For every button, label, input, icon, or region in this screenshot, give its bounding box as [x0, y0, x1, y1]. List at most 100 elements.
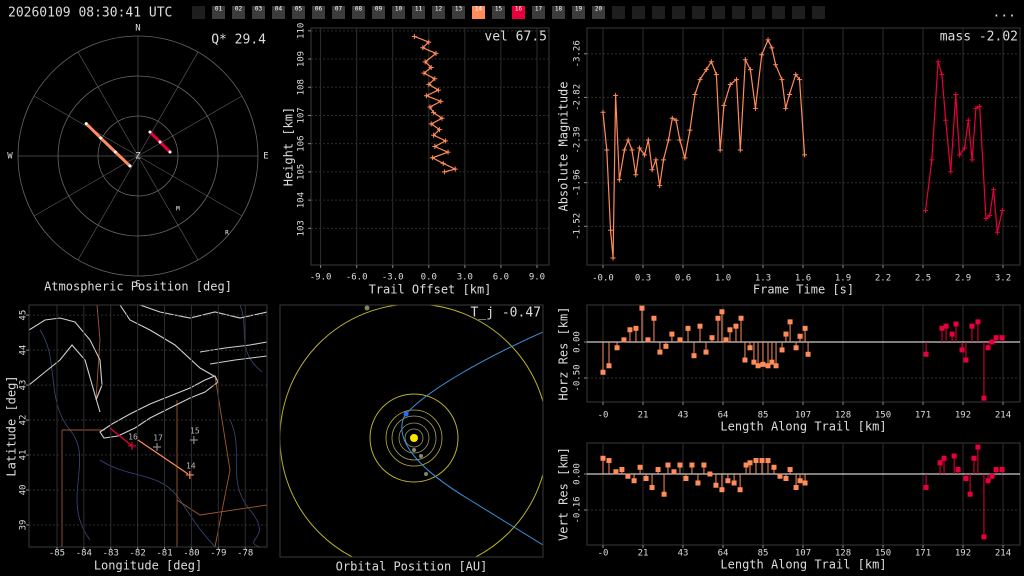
station-tab[interactable]: [312, 6, 325, 19]
menu-button[interactable]: ...: [993, 6, 1016, 21]
station-tab[interactable]: [532, 6, 545, 19]
x-tick-label: -78: [237, 549, 253, 559]
station-tab[interactable]: [332, 6, 345, 19]
stem-point: [753, 458, 759, 464]
station-tab[interactable]: [212, 6, 225, 19]
point-marker: [692, 91, 698, 97]
point-marker: [421, 70, 427, 76]
point-marker: [727, 82, 733, 88]
stem-point: [663, 343, 669, 349]
mars-orbit: [385, 409, 443, 467]
point-marker: [673, 117, 679, 123]
station-slot: [752, 6, 765, 19]
planet: [364, 305, 370, 311]
trail-point: [128, 164, 132, 168]
station-slot: [772, 6, 785, 19]
station-tab[interactable]: [352, 6, 365, 19]
direction-label: N: [135, 24, 140, 34]
y-tick-label: -2.82: [573, 84, 583, 111]
stem-point: [765, 458, 771, 464]
y-tick-label: 109: [297, 51, 307, 67]
station-tab[interactable]: [432, 6, 445, 19]
point-marker: [948, 169, 954, 175]
y-tick-label: 104: [297, 192, 307, 208]
contour: [229, 419, 261, 547]
point-marker: [965, 117, 971, 123]
point-marker: [987, 212, 993, 218]
y-tick-label: -0.16: [573, 496, 583, 523]
stem-point: [793, 345, 799, 351]
stem-point: [760, 361, 766, 367]
station-tab[interactable]: [572, 6, 585, 19]
stem-point: [783, 475, 789, 481]
point-marker: [439, 115, 445, 121]
point-marker: [431, 132, 437, 138]
point-marker: [713, 72, 719, 78]
station-tab[interactable]: [412, 6, 425, 19]
point-marker: [994, 229, 1000, 235]
point-marker: [429, 155, 435, 161]
station-label: 09: [375, 6, 383, 13]
station-tab[interactable]: [552, 6, 565, 19]
point-marker: [737, 147, 743, 153]
stem-point: [793, 484, 799, 490]
stem-point: [707, 471, 713, 477]
y-tick-label: 41: [19, 450, 29, 461]
border: [176, 499, 267, 516]
station-tab[interactable]: [232, 6, 245, 19]
point-marker: [969, 157, 975, 163]
ground-track: [109, 427, 133, 447]
station-tab[interactable]: [512, 6, 525, 19]
border: [95, 305, 101, 401]
stem-point: [657, 349, 663, 355]
station-marker: [189, 435, 198, 444]
station-tab[interactable]: [252, 6, 265, 19]
station-label: 15: [190, 426, 200, 435]
station-slot: [672, 6, 685, 19]
ground-track: [137, 439, 189, 475]
x-tick-label: 64: [718, 549, 729, 559]
y-tick-label: 44: [19, 345, 29, 356]
stem-point: [971, 455, 977, 461]
stem-point: [975, 319, 981, 325]
point-marker: [929, 157, 935, 163]
station-tab[interactable]: [272, 6, 285, 19]
stem-point: [797, 478, 803, 484]
station-label: 04: [275, 6, 283, 13]
point-marker: [765, 37, 771, 43]
y-axis-label: Absolute Magnitude: [557, 81, 571, 211]
station-slot: [612, 6, 625, 19]
y-tick-label: -0.50: [573, 364, 583, 391]
stem-point: [959, 347, 965, 353]
point-marker: [649, 167, 655, 173]
stem-point: [747, 460, 753, 466]
station-tab[interactable]: [452, 6, 465, 19]
station-tab[interactable]: [592, 6, 605, 19]
station-tab[interactable]: [492, 6, 505, 19]
station-tab[interactable]: [292, 6, 305, 19]
x-tick-label: 150: [875, 411, 891, 421]
y-tick-label: 42: [19, 415, 29, 426]
station-tab[interactable]: [472, 6, 485, 19]
trail-point: [113, 150, 117, 154]
stem-point: [742, 357, 748, 363]
stem-point: [941, 455, 947, 461]
point-marker: [717, 147, 723, 153]
stem-point: [703, 349, 709, 355]
thumb: [29, 344, 101, 413]
x-tick-label: 1.9: [835, 274, 851, 284]
station-tab[interactable]: [392, 6, 405, 19]
stem-point: [691, 353, 697, 359]
stem-point: [709, 335, 715, 341]
stem-point: [802, 325, 808, 331]
station-label: 16: [128, 432, 138, 441]
point-marker: [423, 93, 429, 99]
stem-point: [606, 458, 612, 464]
spoke: [137, 155, 199, 261]
stem-point: [802, 480, 808, 486]
point-marker: [660, 157, 666, 163]
station-label: 05: [295, 6, 303, 13]
station-tab[interactable]: [372, 6, 385, 19]
ring: [97, 115, 179, 197]
point-marker: [642, 152, 648, 158]
